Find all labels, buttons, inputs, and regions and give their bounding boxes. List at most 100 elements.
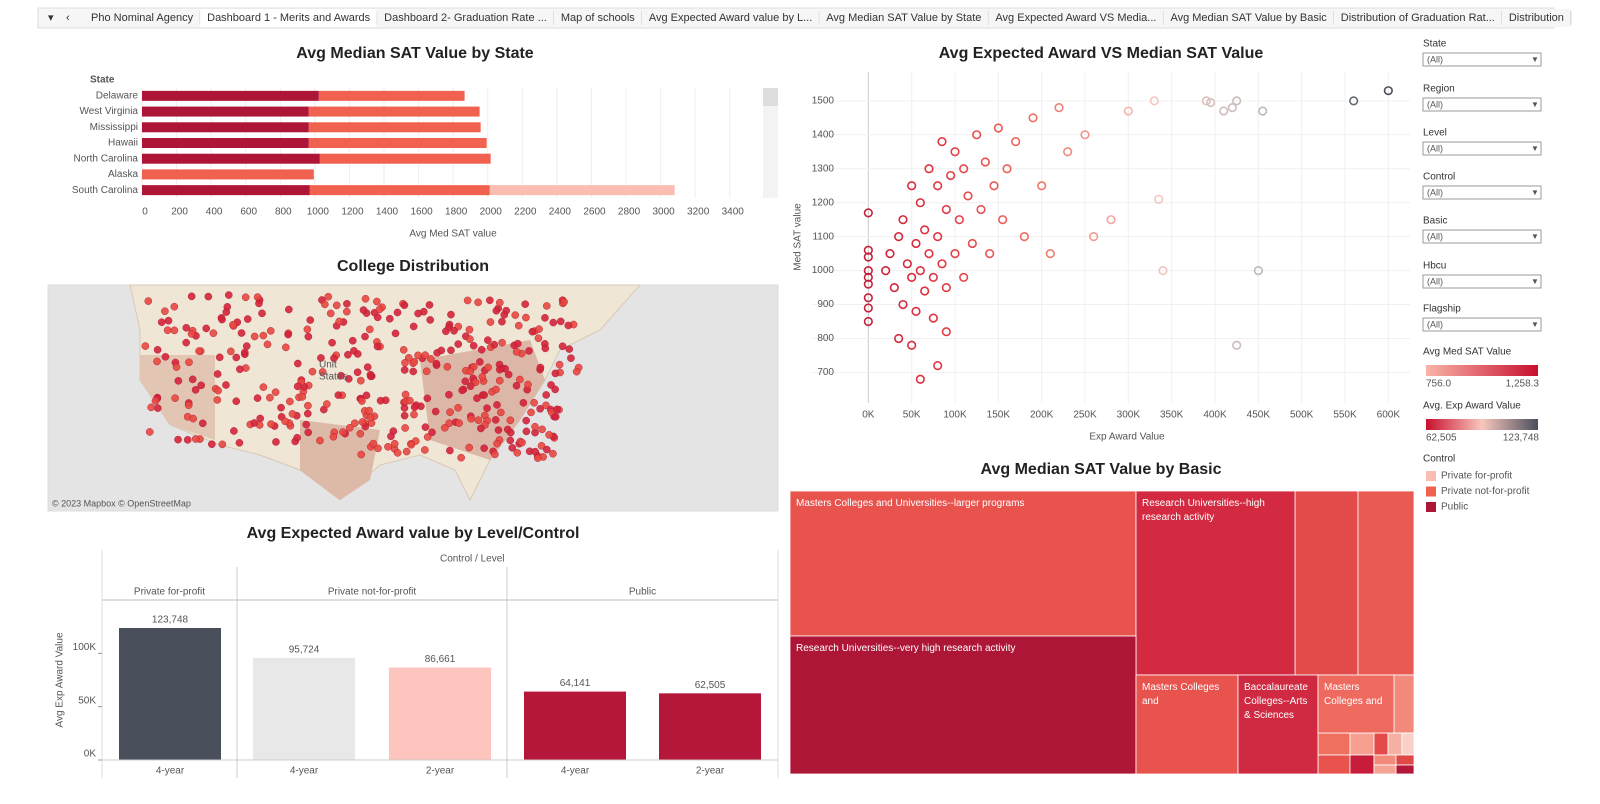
tab[interactable] xyxy=(553,9,642,27)
dropdown-arrow: ▼ xyxy=(1531,277,1539,286)
map-dot xyxy=(454,403,462,412)
y-tick-label: 1400 xyxy=(812,129,835,140)
scatter-point xyxy=(1201,96,1211,106)
map-dot xyxy=(385,314,394,323)
scatter-point xyxy=(1349,96,1359,106)
tab-label[interactable]: Dashboard 1 - Merits and Awards xyxy=(207,12,371,24)
map-dot xyxy=(491,416,500,424)
legend-gradient xyxy=(1426,419,1538,430)
bar-segment xyxy=(308,138,487,148)
map-dot xyxy=(304,428,313,437)
filter-value[interactable]: (All) xyxy=(1427,276,1443,286)
filter-value[interactable]: (All) xyxy=(1427,99,1443,109)
treemap-label-box: Research Universities--high research act… xyxy=(1142,498,1265,523)
map-dot xyxy=(423,394,432,403)
x-tick-label: 450K xyxy=(1247,410,1271,421)
map-dot xyxy=(506,436,515,445)
map-dot xyxy=(170,302,179,311)
filter-value[interactable]: (All) xyxy=(1427,54,1443,64)
tab-label[interactable]: Map of schools xyxy=(561,12,635,24)
tab[interactable] xyxy=(641,9,820,27)
filter-value[interactable]: (All) xyxy=(1427,231,1443,241)
map-dot xyxy=(409,367,418,376)
bar-segment xyxy=(142,106,309,117)
filter-dropdown[interactable] xyxy=(1422,185,1542,200)
bar-segment xyxy=(489,185,675,196)
filter-dropdown[interactable] xyxy=(1422,317,1542,332)
map-dot xyxy=(174,377,183,385)
treemap-tile xyxy=(1317,754,1351,775)
tab-label[interactable]: Pho Nominal Agency xyxy=(91,12,194,24)
value-label: 86,661 xyxy=(425,654,456,665)
tab-label[interactable]: Avg Expected Award VS Media... xyxy=(995,12,1156,24)
filter-value[interactable]: (All) xyxy=(1427,187,1443,197)
filter-value[interactable]: (All) xyxy=(1427,143,1443,153)
map-dot xyxy=(421,423,430,431)
scrollbar[interactable] xyxy=(763,88,778,198)
scatter-point xyxy=(1158,266,1168,276)
tab[interactable] xyxy=(200,9,378,27)
map-dot xyxy=(328,338,336,347)
map-dot xyxy=(525,347,533,355)
bar-segment xyxy=(318,90,465,101)
filter-dropdown[interactable] xyxy=(1422,141,1542,156)
filter-dropdown[interactable] xyxy=(1422,229,1542,244)
map-dot xyxy=(242,342,251,350)
map-dot xyxy=(294,359,302,368)
map-dot xyxy=(400,411,409,420)
tab[interactable] xyxy=(988,9,1164,27)
map-dot xyxy=(494,426,503,434)
map-dot xyxy=(486,296,494,305)
scatter-point xyxy=(863,252,873,262)
x-tick-label: 1800 xyxy=(445,207,468,218)
map-dot xyxy=(366,370,375,379)
tab[interactable] xyxy=(377,9,554,27)
map-dot xyxy=(170,326,179,335)
scatter-point xyxy=(924,249,934,259)
map-dot xyxy=(237,329,246,337)
map-dot xyxy=(293,382,302,391)
map-dot xyxy=(474,298,482,307)
map-dot xyxy=(497,408,505,417)
map-dot xyxy=(232,353,241,362)
map-dot xyxy=(545,431,553,439)
map-dot xyxy=(567,354,575,362)
map-dot xyxy=(455,419,463,427)
tab[interactable] xyxy=(1333,9,1502,27)
map-dot xyxy=(446,408,454,416)
tab-label[interactable]: Avg Median SAT Value by State xyxy=(826,12,981,24)
scatter-point xyxy=(1106,215,1116,225)
tab-label[interactable]: Distribution xyxy=(1509,12,1564,24)
value-label: 95,724 xyxy=(289,645,320,656)
map-dot xyxy=(402,447,411,456)
scrollbar-thumb[interactable] xyxy=(763,88,778,106)
legend-max: 1,258.3 xyxy=(1506,379,1540,390)
tab[interactable] xyxy=(819,9,989,27)
map-dot xyxy=(393,308,402,317)
map-dot xyxy=(512,381,521,390)
filter-dropdown[interactable] xyxy=(1422,274,1542,289)
tab[interactable] xyxy=(1501,9,1571,27)
tab-label[interactable]: Distribution of Graduation Rat... xyxy=(1341,12,1495,24)
filter-dropdown[interactable] xyxy=(1422,97,1542,112)
filter-dropdown[interactable] xyxy=(1422,52,1542,67)
tab-menu[interactable]: ▾ xyxy=(48,12,54,24)
map-dot xyxy=(277,403,285,412)
map-dot xyxy=(498,338,506,347)
tab-label[interactable]: Avg Expected Award value by L... xyxy=(649,12,812,24)
tab-label[interactable]: Avg Median SAT Value by Basic xyxy=(1170,12,1327,24)
map-dot xyxy=(504,370,513,379)
map-dot xyxy=(493,439,501,448)
bar-segment xyxy=(142,138,309,148)
bar xyxy=(119,628,221,760)
tab-label[interactable]: Dashboard 2- Graduation Rate ... xyxy=(384,12,547,24)
tab[interactable] xyxy=(84,9,201,27)
tab-prev[interactable]: ‹ xyxy=(66,12,70,24)
scatter-point xyxy=(950,249,960,259)
filter-value[interactable]: (All) xyxy=(1427,319,1443,329)
map-dot xyxy=(541,314,549,322)
map-dot xyxy=(506,428,515,437)
map-dot xyxy=(560,298,568,306)
tab[interactable] xyxy=(1163,9,1334,27)
map-dot xyxy=(401,424,409,432)
